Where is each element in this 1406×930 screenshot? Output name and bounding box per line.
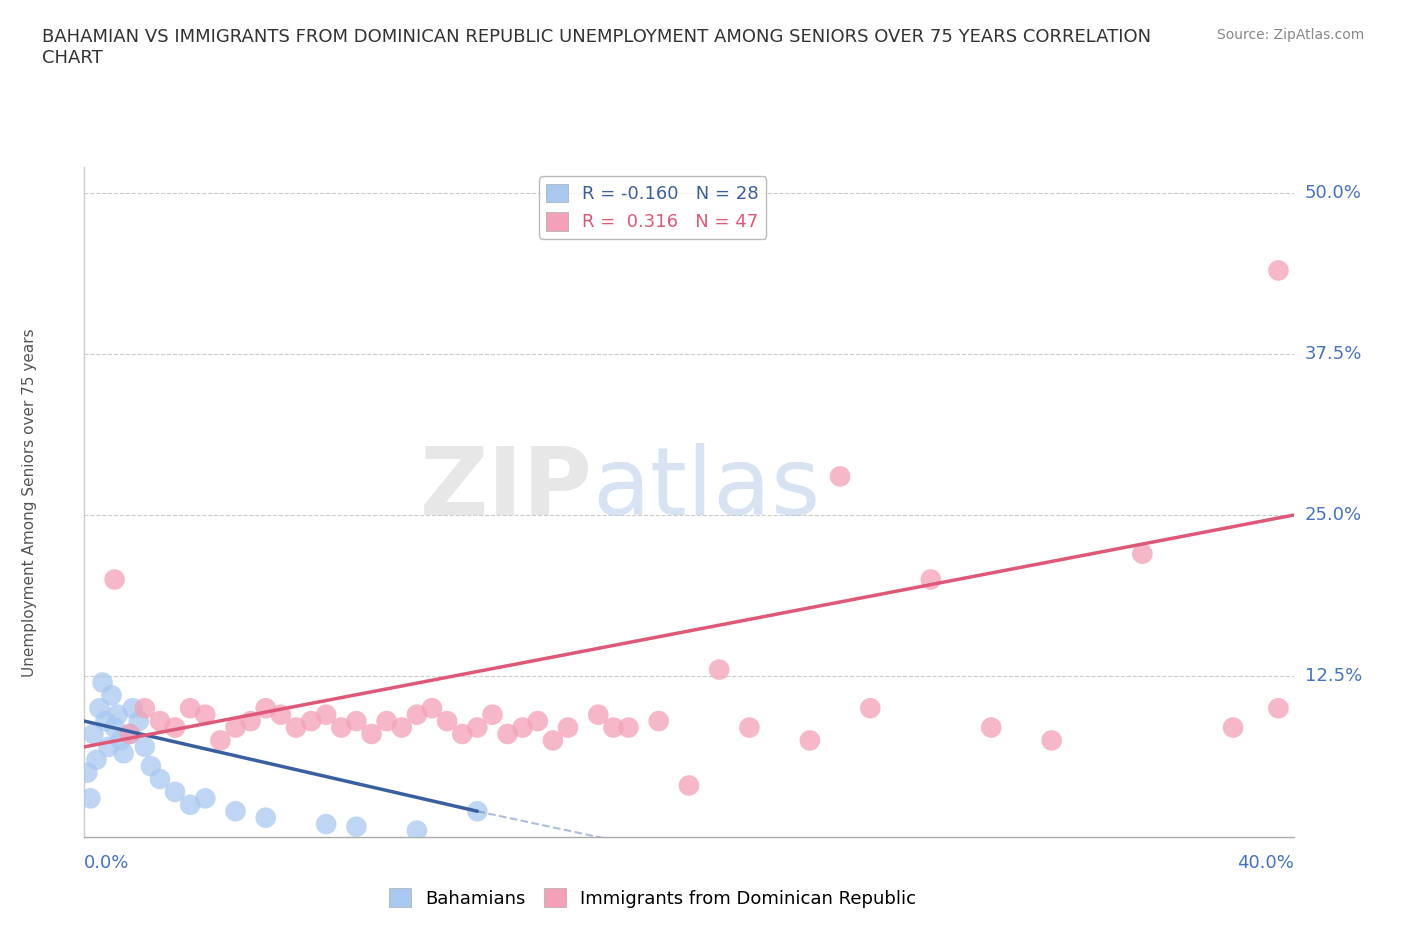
Point xyxy=(1130,546,1153,561)
Point xyxy=(284,720,308,735)
Point xyxy=(100,688,122,703)
Point xyxy=(496,726,519,741)
Point xyxy=(346,713,368,728)
Point xyxy=(467,804,489,818)
Point xyxy=(406,823,429,838)
Text: 40.0%: 40.0% xyxy=(1237,854,1294,871)
Point xyxy=(239,713,262,728)
Point xyxy=(134,701,156,716)
Point xyxy=(617,720,640,735)
Point xyxy=(451,726,474,741)
Point xyxy=(436,713,458,728)
Point xyxy=(709,662,731,677)
Point xyxy=(602,720,624,735)
Point xyxy=(859,701,882,716)
Point xyxy=(315,707,337,722)
Point xyxy=(91,675,114,690)
Point xyxy=(128,713,150,728)
Point xyxy=(1267,701,1289,716)
Point xyxy=(86,752,108,767)
Point xyxy=(920,572,942,587)
Point xyxy=(330,720,353,735)
Point xyxy=(678,778,700,793)
Point xyxy=(139,759,162,774)
Point xyxy=(526,713,548,728)
Point xyxy=(254,701,277,716)
Point xyxy=(134,739,156,754)
Point xyxy=(1222,720,1244,735)
Point xyxy=(391,720,413,735)
Point xyxy=(254,810,277,825)
Point xyxy=(118,726,141,741)
Point xyxy=(163,720,186,735)
Point xyxy=(225,804,247,818)
Point xyxy=(738,720,761,735)
Point xyxy=(194,790,217,805)
Point xyxy=(481,707,503,722)
Point xyxy=(209,733,232,748)
Point xyxy=(315,817,337,831)
Point xyxy=(406,707,429,722)
Point xyxy=(225,720,247,735)
Point xyxy=(89,701,111,716)
Text: 25.0%: 25.0% xyxy=(1305,506,1362,525)
Point xyxy=(94,713,117,728)
Point xyxy=(107,707,129,722)
Point xyxy=(97,739,120,754)
Point xyxy=(346,819,368,834)
Point xyxy=(179,701,201,716)
Text: BAHAMIAN VS IMMIGRANTS FROM DOMINICAN REPUBLIC UNEMPLOYMENT AMONG SENIORS OVER 7: BAHAMIAN VS IMMIGRANTS FROM DOMINICAN RE… xyxy=(42,28,1152,67)
Text: 50.0%: 50.0% xyxy=(1305,184,1361,202)
Point xyxy=(420,701,443,716)
Point xyxy=(149,713,172,728)
Point xyxy=(299,713,322,728)
Point xyxy=(557,720,579,735)
Legend: Bahamians, Immigrants from Dominican Republic: Bahamians, Immigrants from Dominican Rep… xyxy=(382,882,924,915)
Point xyxy=(375,713,398,728)
Point xyxy=(194,707,217,722)
Point xyxy=(112,746,135,761)
Point xyxy=(512,720,534,735)
Point xyxy=(1040,733,1063,748)
Point xyxy=(799,733,821,748)
Point xyxy=(79,790,101,805)
Point xyxy=(1267,263,1289,278)
Text: 0.0%: 0.0% xyxy=(84,854,129,871)
Point xyxy=(76,765,98,780)
Point xyxy=(830,469,852,484)
Point xyxy=(82,726,104,741)
Text: Unemployment Among Seniors over 75 years: Unemployment Among Seniors over 75 years xyxy=(22,328,38,676)
Text: ZIP: ZIP xyxy=(419,443,592,535)
Point xyxy=(163,785,186,800)
Text: 12.5%: 12.5% xyxy=(1305,667,1362,685)
Point xyxy=(980,720,1002,735)
Text: Source: ZipAtlas.com: Source: ZipAtlas.com xyxy=(1216,28,1364,42)
Point xyxy=(121,701,143,716)
Point xyxy=(541,733,564,748)
Point xyxy=(118,726,141,741)
Point xyxy=(104,572,127,587)
Point xyxy=(467,720,489,735)
Point xyxy=(647,713,671,728)
Point xyxy=(588,707,610,722)
Point xyxy=(110,733,132,748)
Point xyxy=(360,726,382,741)
Point xyxy=(149,772,172,787)
Point xyxy=(179,797,201,812)
Point xyxy=(270,707,292,722)
Text: atlas: atlas xyxy=(592,443,821,535)
Point xyxy=(104,720,127,735)
Text: 37.5%: 37.5% xyxy=(1305,345,1362,363)
